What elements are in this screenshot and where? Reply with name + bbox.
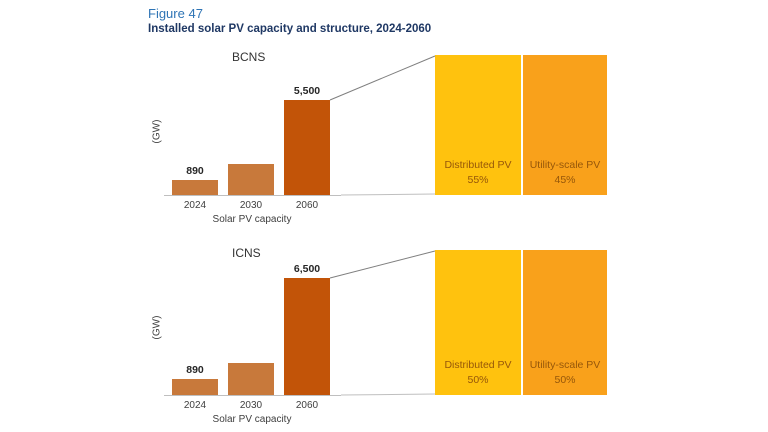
y-axis-label: (GW)	[151, 119, 163, 144]
bar-2024: 890	[172, 165, 218, 195]
panel-icns: ICNS (GW) 890 6,500 2024 2030 2060 Solar…	[0, 238, 768, 432]
panel-title-icns: ICNS	[232, 246, 261, 260]
structure-distributed-pv: Distributed PV 50%	[435, 250, 521, 395]
segment-percent: 50%	[467, 374, 489, 386]
structure-utility-scale-pv: Utility-scale PV 50%	[523, 250, 607, 395]
bar-2024: 890	[172, 364, 218, 395]
bar-2060: 5,500	[284, 85, 330, 195]
bar-value-label: 6,500	[293, 263, 321, 275]
segment-percent: 45%	[554, 174, 576, 186]
segment-label: Distributed PV	[444, 159, 512, 171]
panel-bcns: BCNS (GW) 890 5,500 2024 2030 2060 Solar…	[0, 42, 768, 238]
figure-title: Installed solar PV capacity and structur…	[148, 23, 432, 35]
x-axis-line	[164, 195, 341, 196]
panel-title-bcns: BCNS	[232, 50, 266, 64]
bar-2060: 6,500	[284, 263, 330, 395]
x-tick-2030: 2030	[239, 400, 263, 411]
structure-distributed-pv: Distributed PV 55%	[435, 55, 521, 195]
x-tick-2024: 2024	[183, 200, 207, 211]
structure-utility-scale-pv: Utility-scale PV 45%	[523, 55, 607, 195]
x-tick-2024: 2024	[183, 400, 207, 411]
bar-2030	[228, 363, 274, 395]
segment-label: Distributed PV	[444, 359, 512, 371]
x-axis-label: Solar PV capacity	[212, 414, 292, 425]
bar-value-label: 890	[186, 165, 204, 177]
segment-percent: 50%	[554, 374, 576, 386]
bar-value-label: 5,500	[293, 85, 321, 97]
x-tick-2060: 2060	[295, 400, 319, 411]
segment-label: Utility-scale PV	[529, 159, 601, 171]
x-tick-2060: 2060	[295, 200, 319, 211]
x-axis-line	[164, 395, 341, 396]
figure-label: Figure 47	[148, 6, 203, 21]
segment-label: Utility-scale PV	[529, 359, 601, 371]
x-tick-2030: 2030	[239, 200, 263, 211]
bar-value-label: 890	[186, 364, 204, 376]
x-axis-label: Solar PV capacity	[212, 214, 292, 225]
bar-group-icns: 890 6,500	[164, 238, 344, 395]
segment-percent: 55%	[467, 174, 489, 186]
y-axis-label: (GW)	[151, 315, 163, 340]
bar-2030	[228, 164, 274, 195]
bar-group-bcns: 890 5,500	[164, 42, 344, 195]
